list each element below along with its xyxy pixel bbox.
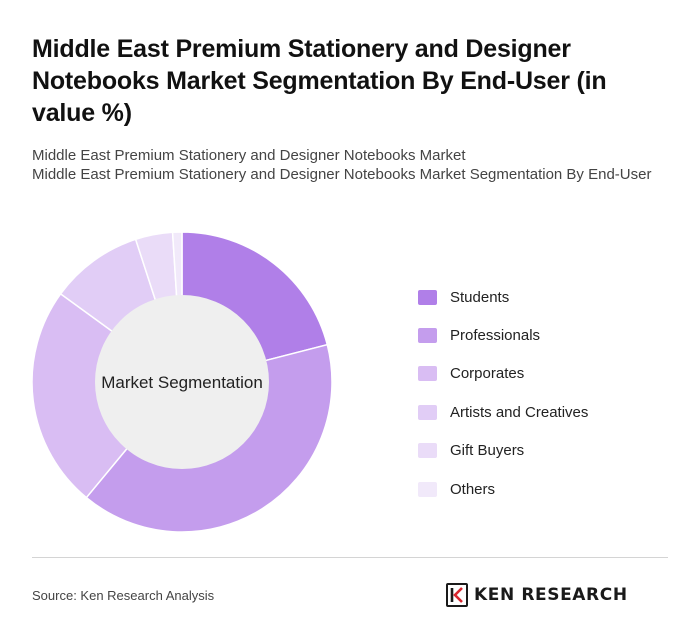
legend-swatch (418, 443, 437, 459)
source-note: Source: Ken Research Analysis (32, 588, 215, 603)
donut-center-label: Market Segmentation (101, 373, 263, 392)
legend-swatch (418, 289, 437, 305)
legend-item-professionals[interactable]: Professionals (418, 316, 678, 354)
footer-divider (32, 557, 668, 558)
ken-research-logo-icon (446, 583, 468, 607)
legend-swatch (418, 404, 437, 420)
legend-label: Gift Buyers (450, 442, 525, 460)
legend-item-artists-and-creatives[interactable]: Artists and Creatives (418, 393, 678, 431)
legend-label: Students (450, 288, 510, 306)
legend-swatch (418, 481, 437, 497)
legend-swatch (418, 328, 437, 344)
legend-label: Professionals (450, 327, 541, 345)
legend-item-others[interactable]: Others (418, 470, 678, 508)
brand-name: KEN RESEARCH (474, 585, 628, 605)
legend-label: Artists and Creatives (450, 403, 589, 421)
chart-legend: Students Professionals Corporates Artists a… (418, 278, 678, 508)
ken-research-logo: KEN RESEARCH (446, 582, 628, 608)
donut-hole (95, 295, 269, 469)
chart-subtitle: Middle East Premium Stationery and Desig… (32, 146, 662, 184)
chart-title: Middle East Premium Stationery and Desig… (32, 35, 607, 127)
legend-item-gift-buyers[interactable]: Gift Buyers (418, 432, 678, 470)
subtitle-line-2: Middle East Premium Stationery and Desig… (32, 166, 652, 183)
legend-swatch (418, 366, 437, 382)
legend-label: Others (450, 480, 496, 498)
subtitle-line-1: Middle East Premium Stationery and Desig… (32, 147, 466, 164)
legend-label: Corporates (450, 365, 525, 383)
legend-item-corporates[interactable]: Corporates (418, 355, 678, 393)
legend-item-students[interactable]: Students (418, 278, 678, 316)
donut-chart: Market Segmentation (32, 232, 332, 532)
donut-svg: Market Segmentation (32, 232, 332, 532)
